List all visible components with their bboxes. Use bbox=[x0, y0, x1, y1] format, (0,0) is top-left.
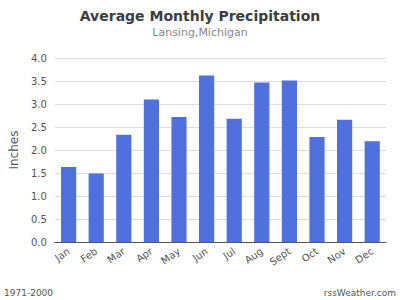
svg-text:1.0: 1.0 bbox=[31, 191, 47, 202]
svg-text:3.5: 3.5 bbox=[31, 76, 47, 87]
svg-text:Jul: Jul bbox=[220, 245, 237, 262]
svg-text:4.0: 4.0 bbox=[31, 53, 47, 64]
svg-text:2.5: 2.5 bbox=[31, 122, 47, 133]
svg-text:2.0: 2.0 bbox=[31, 145, 47, 156]
svg-text:Nov: Nov bbox=[325, 245, 347, 265]
svg-text:Jan: Jan bbox=[52, 245, 72, 263]
svg-text:Jun: Jun bbox=[190, 245, 210, 264]
svg-text:1971-2000: 1971-2000 bbox=[4, 288, 53, 298]
svg-text:0.0: 0.0 bbox=[31, 237, 47, 248]
svg-text:rssWeather.com: rssWeather.com bbox=[324, 288, 396, 298]
svg-text:Dec: Dec bbox=[353, 245, 375, 265]
svg-text:0.5: 0.5 bbox=[31, 214, 47, 225]
svg-text:Sept: Sept bbox=[268, 245, 293, 267]
svg-text:Apr: Apr bbox=[134, 245, 155, 264]
svg-text:May: May bbox=[159, 245, 182, 266]
svg-text:Inches: Inches bbox=[7, 131, 21, 170]
svg-text:3.0: 3.0 bbox=[31, 99, 47, 110]
svg-text:Mar: Mar bbox=[105, 245, 127, 265]
svg-text:Lansing,Michigan: Lansing,Michigan bbox=[152, 26, 247, 39]
svg-text:Oct: Oct bbox=[300, 245, 321, 264]
svg-text:Feb: Feb bbox=[79, 245, 100, 264]
svg-text:1.5: 1.5 bbox=[31, 168, 47, 179]
svg-text:Aug: Aug bbox=[243, 245, 265, 265]
svg-text:Average Monthly Precipitation: Average Monthly Precipitation bbox=[80, 8, 320, 24]
